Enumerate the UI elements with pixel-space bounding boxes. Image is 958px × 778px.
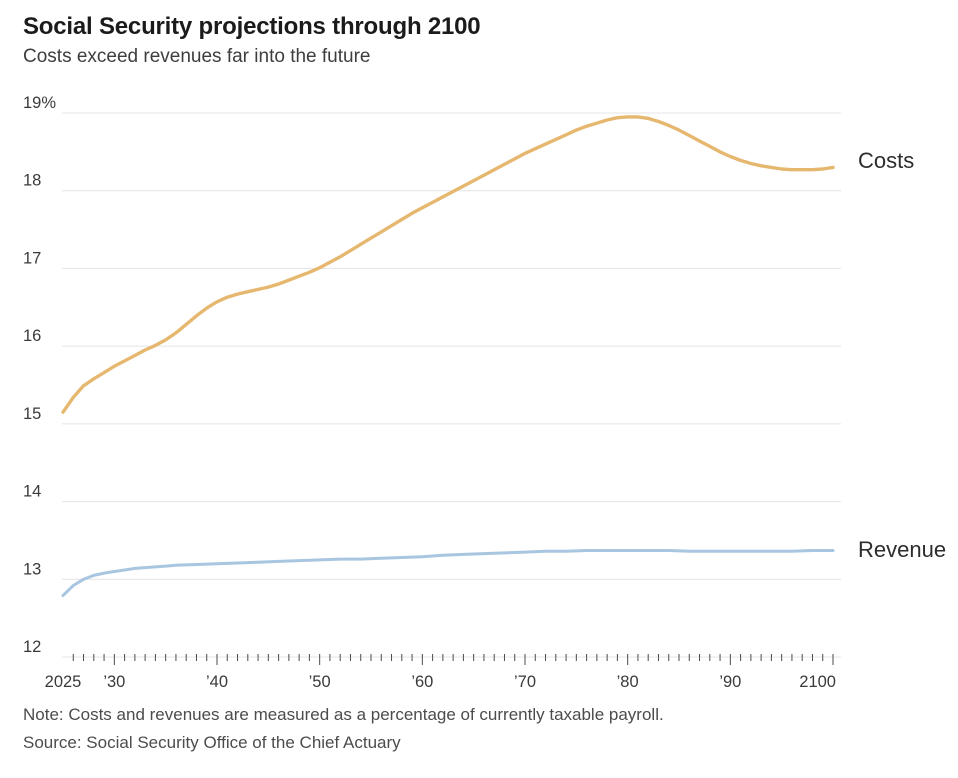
x-axis-tick-label: ’30 — [103, 673, 125, 691]
y-axis-tick-label: 16 — [23, 327, 41, 345]
revenue-series-label: Revenue — [858, 537, 947, 562]
revenue-line — [61, 549, 835, 598]
chart-title: Social Security projections through 2100 — [23, 13, 481, 40]
x-axis-tick-label: ’80 — [617, 673, 639, 691]
y-axis-tick-label: 15 — [23, 405, 41, 423]
x-axis-tick-label: ’50 — [309, 673, 331, 691]
y-axis-tick-label: 12 — [23, 638, 41, 656]
source-credit: Source: Social Security Office of the Ch… — [23, 733, 401, 752]
x-axis-tick-label: ’90 — [719, 673, 741, 691]
y-axis-tick-label: 13 — [23, 560, 41, 578]
costs-line — [61, 115, 835, 414]
x-axis-tick-label: ’60 — [411, 673, 433, 691]
x-axis-tick-label: 2100 — [799, 673, 836, 691]
y-axis-tick-label: 17 — [23, 249, 41, 267]
costs-series-label: Costs — [858, 148, 915, 173]
y-axis-tick-label: 14 — [23, 483, 41, 501]
x-axis-tick-label: ’40 — [206, 673, 228, 691]
footnote: Note: Costs and revenues are measured as… — [23, 705, 664, 724]
chart-subtitle: Costs exceed revenues far into the futur… — [23, 46, 371, 67]
y-axis-tick-label: 18 — [23, 172, 41, 190]
x-axis-tick-label: 2025 — [45, 673, 82, 691]
x-axis-tick-label: ’70 — [514, 673, 536, 691]
y-axis-tick-label: 19% — [23, 94, 56, 112]
